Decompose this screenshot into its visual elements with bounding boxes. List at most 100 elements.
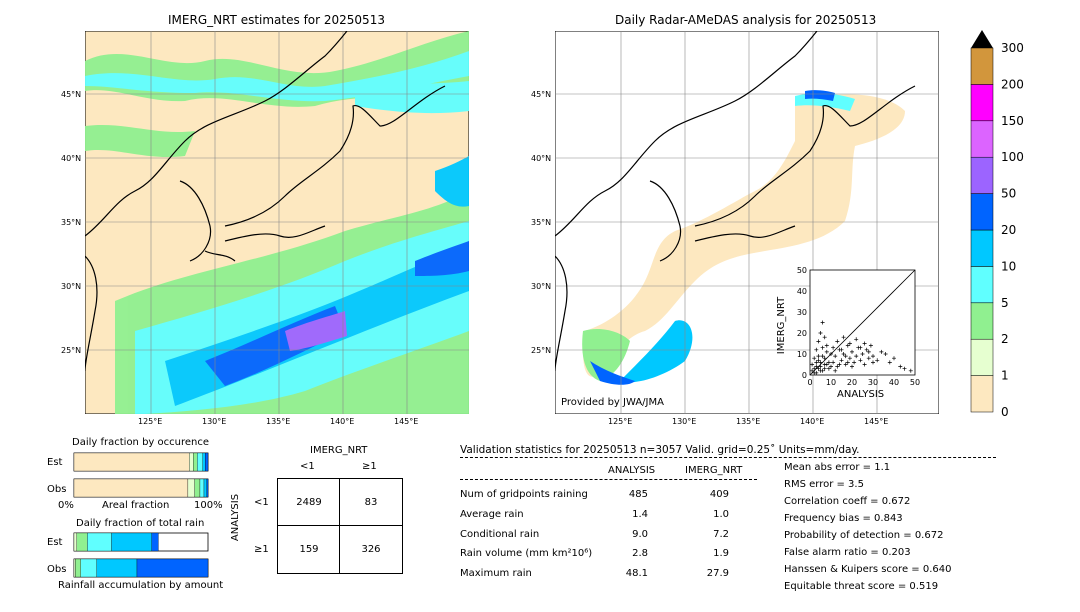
scatter-point — [850, 364, 854, 369]
one-to-one-line — [809, 269, 916, 376]
scatter-point — [852, 360, 857, 365]
right-lon-125: 125°E — [608, 417, 633, 426]
stat-imerg-gridpoints: 409 — [709, 489, 729, 500]
bar-segment — [187, 478, 195, 498]
scatter-point — [822, 362, 827, 367]
occurrence-est-bar — [73, 452, 209, 472]
occurrence-xlabel-right: 100% — [194, 500, 223, 511]
right-map-title: Daily Radar-AMeDAS analysis for 20250513 — [615, 13, 877, 27]
scatter-point — [835, 339, 840, 344]
colorbar-extend-arrow — [971, 30, 993, 48]
colorbar-box — [970, 47, 994, 85]
score-ets: Equitable threat score = 0.519 — [784, 581, 939, 592]
bar-segment — [206, 478, 209, 498]
colorbar-box — [970, 84, 994, 122]
right-lon-130: 130°E — [672, 417, 697, 426]
right-lon-140: 140°E — [800, 417, 825, 426]
right-coastlines — [555, 31, 916, 372]
accumulation-bars — [73, 532, 209, 578]
scatter-point — [816, 366, 821, 371]
scatter-point — [820, 345, 825, 350]
scatter-ytick: 40 — [797, 287, 807, 296]
right-precip-field — [582, 90, 905, 385]
scatter-xtick: 40 — [889, 378, 899, 387]
scatter-point — [843, 354, 848, 359]
scatter-point — [824, 349, 829, 354]
scatter-point — [862, 362, 867, 367]
scatter-point — [858, 358, 863, 363]
occurrence-obs-label: Obs — [47, 484, 67, 495]
scatter-point — [854, 337, 859, 342]
bar-segment — [199, 478, 205, 498]
colorbar-label: 10 — [1001, 259, 1016, 273]
scatter-xtick: 0 — [807, 378, 812, 387]
colorbar-label: 2 — [1001, 332, 1009, 346]
scatter-point — [820, 320, 825, 325]
colorbar-label: 1 — [1001, 369, 1009, 383]
score-correlation: Correlation coeff = 0.672 — [784, 496, 911, 507]
score-hk: Hanssen & Kuipers score = 0.640 — [784, 564, 952, 575]
scatter-point — [875, 358, 880, 363]
stat-analysis-gridpoints: 485 — [628, 489, 648, 500]
accumulation-obs-bar — [73, 558, 209, 578]
colorbar-box — [970, 120, 994, 158]
stat-label-average: Average rain — [460, 509, 524, 520]
scatter-xtick: 10 — [826, 378, 836, 387]
bar-segment — [75, 558, 81, 578]
colorbar-label: 100 — [1001, 150, 1024, 164]
colorbar-label: 200 — [1001, 77, 1024, 91]
scatter-point — [826, 360, 831, 365]
scatter-point — [818, 364, 823, 369]
right-lat-30: 30°N — [531, 282, 552, 291]
scatter-point — [829, 352, 833, 356]
scatter-ytick: 10 — [797, 350, 807, 359]
scatter-point — [810, 368, 815, 373]
stat-imerg-volume: 1.9 — [713, 548, 729, 559]
stat-imerg-average: 1.0 — [713, 509, 729, 520]
colorbar-label: 150 — [1001, 114, 1024, 128]
scatter-ytick: 0 — [802, 371, 807, 380]
contingency-row-lt1: <1 — [254, 497, 269, 508]
right-lat-25: 25°N — [531, 346, 552, 355]
left-precip-field — [85, 31, 469, 414]
right-lat-45: 45°N — [531, 90, 552, 99]
contingency-cell-fn: 159 — [299, 544, 319, 555]
occurrence-xlabel-mid: Areal fraction — [102, 500, 170, 511]
scatter-point — [847, 356, 852, 361]
colorbar-boxes — [970, 47, 994, 413]
colorbar-box — [970, 375, 994, 413]
bar-segment — [193, 452, 198, 472]
scatter-point — [810, 362, 815, 367]
scatter-point — [902, 366, 907, 371]
accumulation-obs-label: Obs — [47, 564, 67, 575]
left-lon-140: 140°E — [330, 417, 355, 426]
stat-analysis-volume: 2.8 — [632, 548, 648, 559]
occurrence-title: Daily fraction by occurence — [72, 437, 210, 448]
scatter-point — [841, 352, 846, 356]
stat-label-volume: Rain volume (mm km²10⁶) — [460, 548, 593, 559]
scatter-xtick: 20 — [847, 378, 857, 387]
scatter-point — [816, 358, 821, 363]
scatter-point — [812, 356, 817, 361]
right-lat-35: 35°N — [531, 218, 552, 227]
scatter-point — [858, 345, 863, 350]
scatter-ytick: 30 — [797, 308, 807, 317]
scatter-xtick: 30 — [868, 378, 878, 387]
score-frequency-bias: Frequency bias = 0.843 — [784, 513, 903, 524]
scatter-xtick: 50 — [910, 378, 920, 387]
scatter-point — [814, 360, 819, 365]
scatter-point — [826, 366, 831, 371]
scatter-point — [839, 358, 844, 363]
scatter-point — [866, 356, 871, 361]
colorbar-box — [970, 156, 994, 194]
scatter-point — [866, 349, 871, 354]
left-lat-45: 45°N — [61, 90, 82, 99]
colorbar-box — [970, 266, 994, 304]
bar-segment — [203, 478, 207, 498]
scatter-point — [829, 364, 833, 369]
scatter-point — [860, 352, 865, 356]
scatter-point — [822, 356, 827, 361]
score-rmse: RMS error = 3.5 — [784, 479, 864, 490]
scatter-point — [854, 354, 859, 359]
scatter-point — [824, 343, 829, 348]
